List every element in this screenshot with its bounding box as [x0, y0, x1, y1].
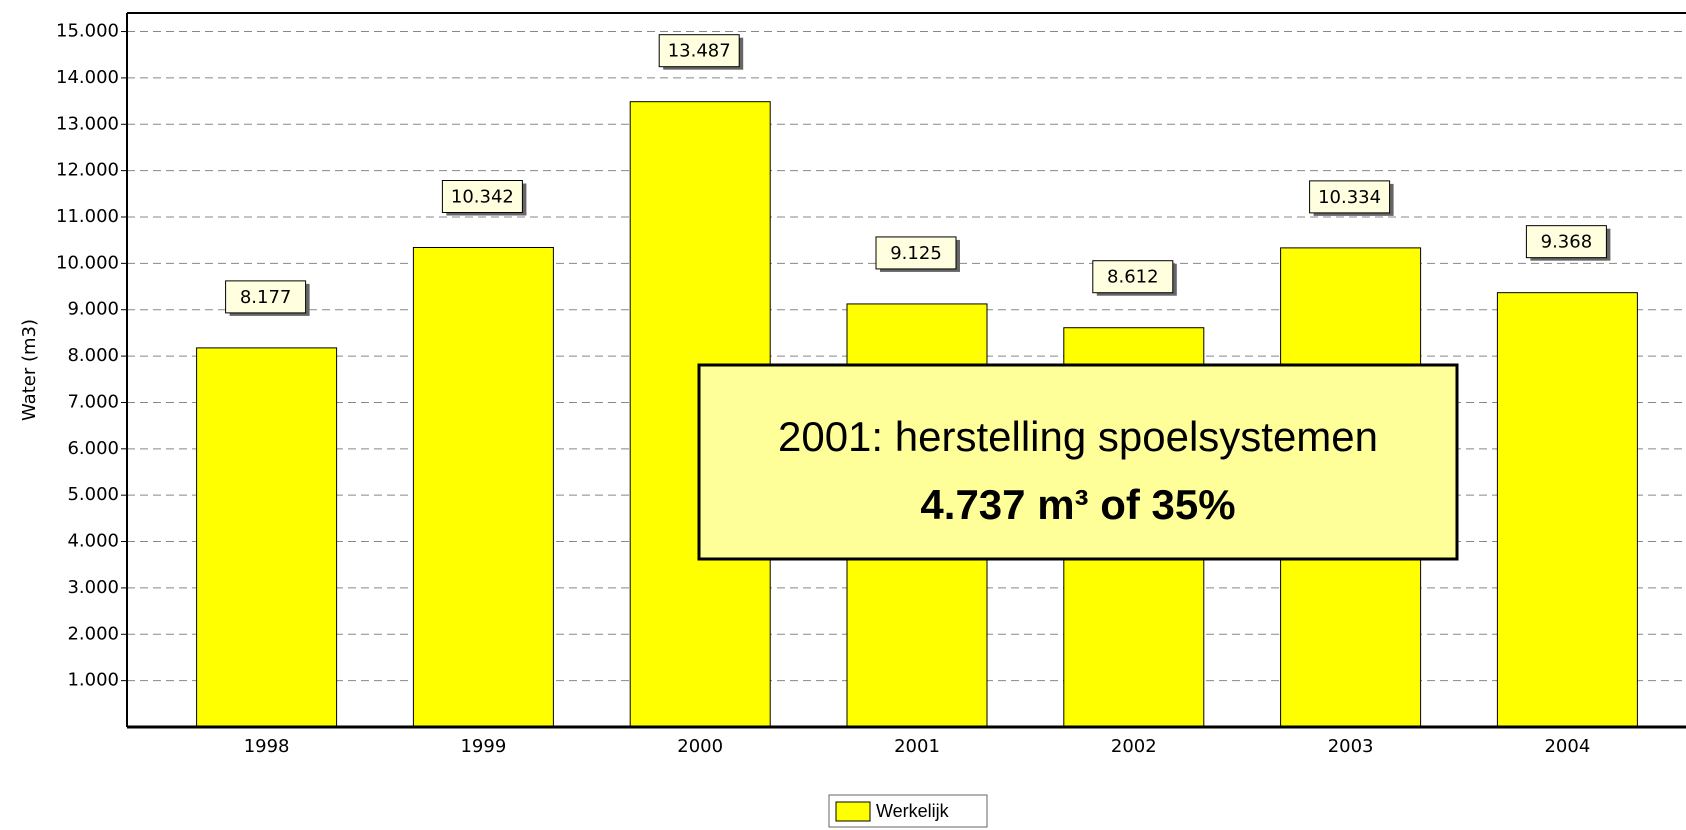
x-tick-label: 2001	[894, 736, 940, 757]
x-tick-label: 1998	[244, 736, 290, 757]
x-tick-label: 2003	[1328, 736, 1374, 757]
annotation-line1: 2001: herstelling spoelsystemen	[778, 413, 1378, 460]
y-tick-label: 10.000	[56, 252, 119, 273]
y-tick-label: 1.000	[67, 670, 119, 691]
x-tick-label: 2004	[1544, 736, 1590, 757]
y-tick-label: 12.000	[56, 160, 119, 181]
value-label-box	[1525, 225, 1607, 259]
y-tick-label: 13.000	[56, 113, 119, 134]
y-axis-label: Water (m3)	[19, 319, 40, 421]
bar	[1496, 292, 1638, 728]
value-label: 8.177	[240, 287, 292, 308]
y-tick-label: 2.000	[67, 623, 119, 644]
value-label: 9.125	[890, 243, 942, 264]
value-label: 10.334	[1318, 187, 1381, 208]
bar	[196, 347, 338, 728]
x-tick-label: 2000	[677, 736, 723, 757]
y-tick-label: 9.000	[67, 299, 119, 320]
legend-label: Werkelijk	[876, 801, 950, 821]
y-tick-label: 7.000	[67, 391, 119, 412]
y-tick-label: 4.000	[67, 531, 119, 552]
value-label-box	[225, 280, 307, 314]
legend-swatch	[835, 801, 871, 822]
value-label-box	[1092, 260, 1174, 294]
value-label-box	[1309, 180, 1391, 214]
value-label-box	[441, 180, 523, 214]
bar	[412, 247, 554, 728]
annotation-line2: 4.737 m³ of 35%	[920, 481, 1235, 528]
value-label-box	[658, 34, 740, 68]
value-label: 8.612	[1107, 267, 1159, 288]
x-tick-label: 1999	[460, 736, 506, 757]
y-tick-label: 15.000	[56, 21, 119, 42]
legend: Werkelijk	[828, 794, 988, 828]
value-label: 13.487	[668, 41, 731, 62]
y-tick-label: 5.000	[67, 484, 119, 505]
y-tick-label: 6.000	[67, 438, 119, 459]
value-label: 9.368	[1541, 232, 1593, 253]
x-tick-label: 2002	[1111, 736, 1157, 757]
value-label: 10.342	[451, 187, 514, 208]
annotation-box	[697, 363, 1459, 561]
value-label-box	[875, 236, 957, 270]
y-tick-label: 3.000	[67, 577, 119, 598]
annotation: 2001: herstelling spoelsystemen 4.737 m³…	[697, 363, 1459, 561]
y-tick-label: 8.000	[67, 345, 119, 366]
y-tick-label: 14.000	[56, 67, 119, 88]
y-tick-label: 11.000	[56, 206, 119, 227]
